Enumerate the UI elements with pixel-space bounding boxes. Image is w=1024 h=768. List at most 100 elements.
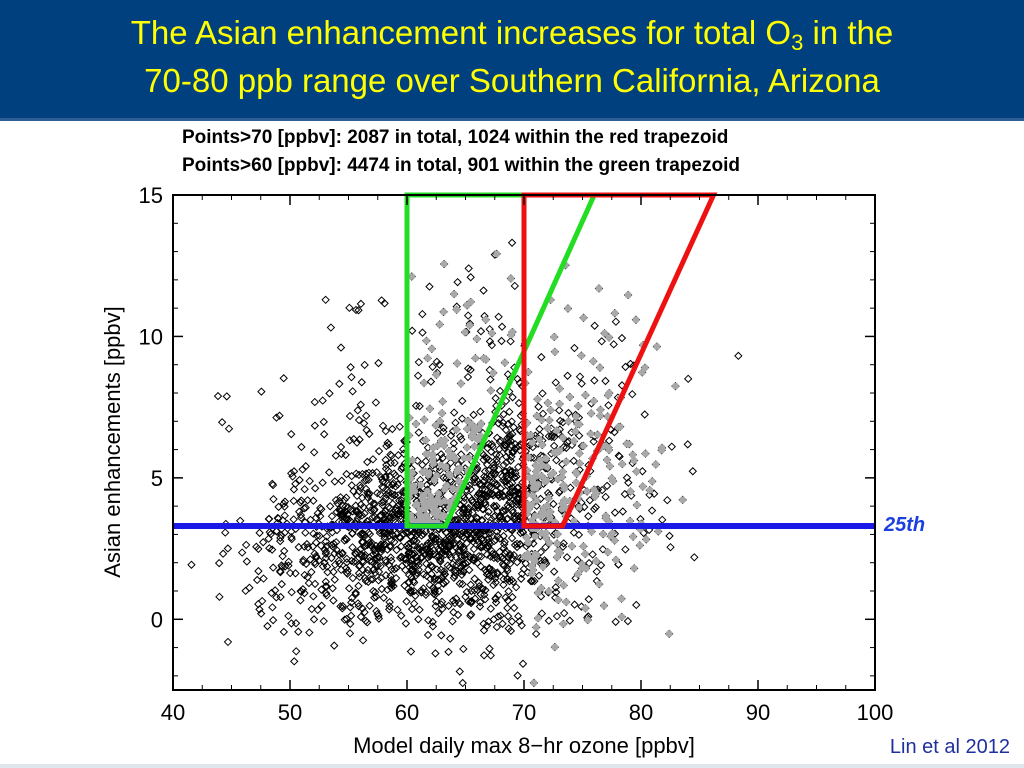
scatter-point-diamond <box>536 547 546 557</box>
scatter-point-gray <box>528 501 535 509</box>
scatter-point-diamond <box>480 594 490 604</box>
scatter-point-gray <box>560 481 567 489</box>
scatter-point-diamond <box>481 500 490 510</box>
scatter-point-diamond <box>361 616 370 626</box>
scatter-point-diamond <box>507 478 517 488</box>
scatter-point-gray <box>574 402 582 410</box>
scatter-point-diamond <box>528 442 538 452</box>
scatter-point-diamond <box>330 641 339 650</box>
scatter-point-diamond <box>449 608 458 617</box>
scatter-point-diamond <box>505 465 515 475</box>
scatter-point-diamond <box>430 575 439 585</box>
scatter-point-diamond <box>378 527 388 536</box>
scatter-point-gray <box>453 306 461 314</box>
scatter-point-diamond <box>459 513 468 522</box>
scatter-point-gray <box>599 530 607 538</box>
scatter-point-gray <box>587 410 595 417</box>
scatter-point-diamond <box>406 647 416 656</box>
scatter-point-gray <box>556 400 563 408</box>
scatter-point-diamond <box>417 531 426 540</box>
scatter-point-diamond <box>502 515 512 524</box>
scatter-point-gray <box>472 354 479 362</box>
scatter-point-diamond <box>506 456 515 465</box>
scatter-point-gray <box>432 371 440 379</box>
scatter-point-diamond <box>375 528 385 538</box>
scatter-point-diamond <box>469 410 478 420</box>
scatter-point-gray <box>572 428 579 435</box>
scatter-point-gray <box>489 369 497 377</box>
scatter-point-diamond <box>370 505 379 514</box>
scatter-point-diamond <box>432 534 441 543</box>
scatter-point-diamond <box>338 601 348 611</box>
scatter-point-gray <box>542 534 550 542</box>
scatter-point-diamond <box>303 496 312 505</box>
scatter-point-diamond <box>563 371 572 380</box>
scatter-point-diamond <box>300 588 309 598</box>
scatter-point-diamond <box>547 432 556 442</box>
scatter-point-diamond <box>265 544 274 553</box>
scatter-point-diamond <box>499 574 508 584</box>
scatter-point-diamond <box>437 597 447 607</box>
scatter-point-gray <box>538 441 546 449</box>
scatter-point-diamond <box>274 502 283 512</box>
scatter-point-gray <box>441 485 449 493</box>
scatter-point-diamond <box>345 436 354 445</box>
scatter-point-diamond <box>513 374 522 384</box>
scatter-point-diamond <box>490 469 500 479</box>
scatter-point-diamond <box>242 557 252 566</box>
scatter-point-diamond <box>386 458 395 468</box>
scatter-point-gray <box>533 412 541 420</box>
scatter-point-gray <box>590 397 598 405</box>
scatter-point-gray <box>488 329 496 337</box>
scatter-point-gray <box>412 420 420 428</box>
scatter-point-diamond <box>315 531 324 541</box>
scatter-point-gray <box>419 495 427 503</box>
scatter-point-gray <box>420 416 428 424</box>
scatter-point-diamond <box>590 376 599 385</box>
scatter-point-diamond <box>400 581 409 590</box>
scatter-point-diamond <box>267 545 277 554</box>
scatter-point-diamond <box>448 617 457 626</box>
scatter-point-gray <box>605 444 612 451</box>
scatter-point-diamond <box>358 469 367 479</box>
scatter-point-diamond <box>484 455 493 464</box>
scatter-point-diamond <box>365 529 375 539</box>
scatter-point-diamond <box>310 421 320 430</box>
scatter-point-diamond <box>378 501 387 510</box>
scatter-point-diamond <box>517 569 527 578</box>
scatter-point-diamond <box>481 473 491 482</box>
scatter-point-diamond <box>588 550 597 559</box>
scatter-point-gray <box>595 285 603 292</box>
scatter-point-diamond <box>427 569 436 579</box>
scatter-point-diamond <box>474 536 483 546</box>
scatter-point-gray <box>665 630 673 638</box>
scatter-point-diamond <box>406 586 415 596</box>
scatter-point-diamond <box>465 481 474 490</box>
scatter-point-diamond <box>466 273 475 282</box>
scatter-point-gray <box>566 393 574 401</box>
scatter-point-diamond <box>321 537 331 546</box>
scatter-point-diamond <box>470 586 479 595</box>
scatter-point-diamond <box>217 418 227 427</box>
scatter-point-diamond <box>577 379 586 388</box>
scatter-point-diamond <box>559 608 569 618</box>
scatter-point-diamond <box>463 311 473 320</box>
scatter-point-diamond <box>500 549 510 558</box>
scatter-point-gray <box>545 539 553 547</box>
scatter-point-diamond <box>473 514 482 523</box>
scatter-point-diamond <box>311 538 321 547</box>
scatter-point-diamond <box>610 427 619 437</box>
scatter-point-diamond <box>391 506 401 515</box>
scatter-point-diamond <box>404 548 414 557</box>
scatter-point-diamond <box>512 558 522 567</box>
scatter-point-diamond <box>425 580 434 590</box>
scatter-point-diamond <box>506 467 515 477</box>
scatter-point-diamond <box>454 598 464 608</box>
scatter-point-diamond <box>474 551 484 561</box>
scatter-point-diamond <box>275 411 284 420</box>
scatter-point-gray <box>543 463 551 471</box>
scatter-point-diamond <box>257 596 267 606</box>
scatter-point-diamond <box>336 493 345 502</box>
scatter-point-diamond <box>502 441 511 451</box>
scatter-point-diamond <box>492 450 501 460</box>
